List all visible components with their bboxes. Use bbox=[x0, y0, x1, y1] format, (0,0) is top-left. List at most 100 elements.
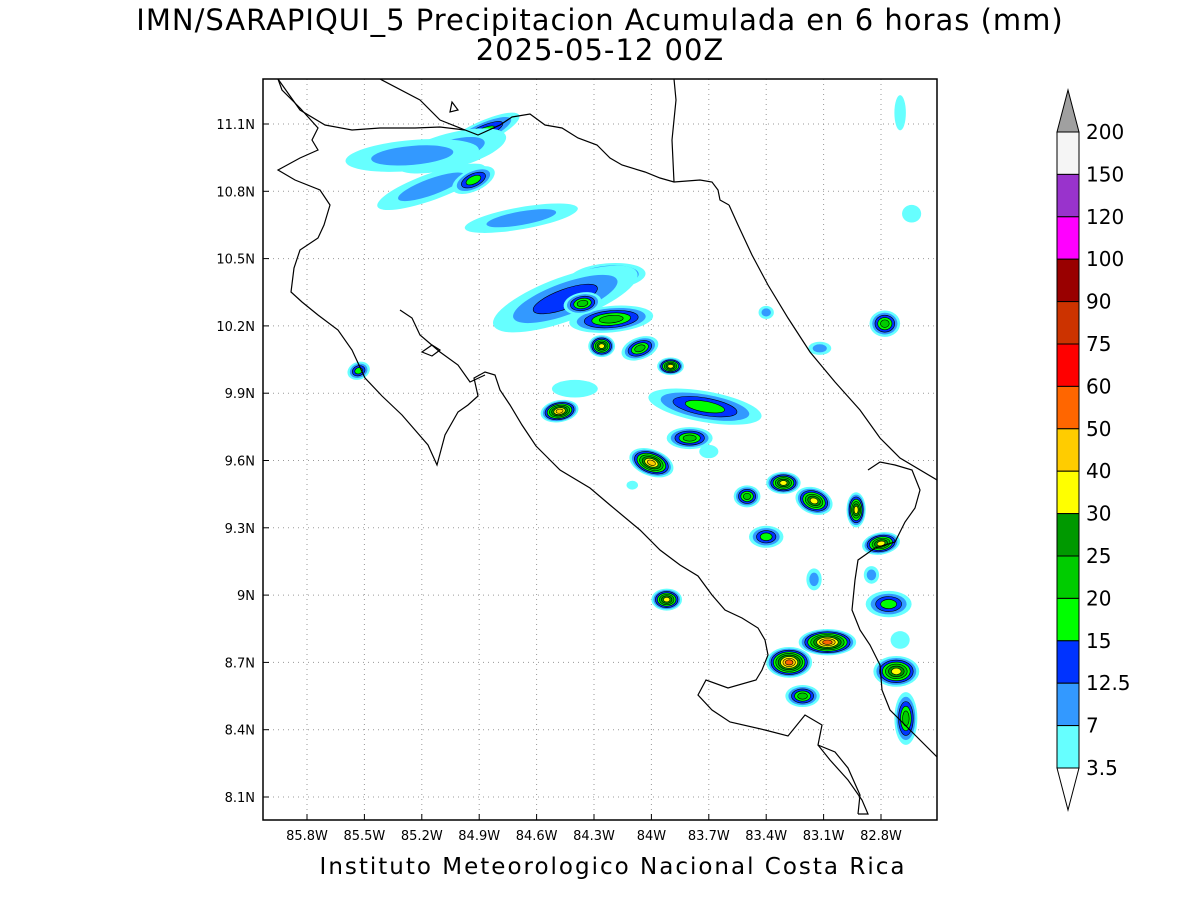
precip-cell bbox=[785, 685, 820, 708]
precip-cell bbox=[588, 335, 616, 358]
colorbar-swatch bbox=[1056, 470, 1080, 515]
colorbar-swatch bbox=[1056, 428, 1080, 472]
precip-cell bbox=[651, 588, 683, 611]
nicaragua-caribbean-coast bbox=[671, 79, 677, 183]
precip-cell bbox=[890, 631, 910, 649]
colorbar-label: 90 bbox=[1086, 290, 1111, 314]
colorbar-swatch bbox=[1056, 682, 1080, 727]
y-tick-label: 10.8N bbox=[216, 185, 255, 200]
nicoya-gulf-inner bbox=[399, 309, 486, 383]
colorbar-label: 200 bbox=[1086, 120, 1124, 144]
precip-contour bbox=[634, 344, 646, 353]
colorbar-label: 25 bbox=[1086, 544, 1111, 568]
precip-cell bbox=[806, 568, 822, 591]
precip-cell bbox=[666, 427, 713, 450]
precip-contour bbox=[761, 308, 771, 317]
colorbar-swatch bbox=[1056, 597, 1080, 642]
precip-cell bbox=[758, 305, 774, 320]
precip-contour bbox=[742, 492, 752, 500]
colorbar-label: 12.5 bbox=[1086, 671, 1131, 695]
precip-contour bbox=[486, 209, 557, 228]
precip-cell bbox=[733, 485, 761, 508]
precip-cell bbox=[345, 138, 479, 172]
precip-cell bbox=[748, 525, 784, 548]
colorbar-label: 30 bbox=[1086, 502, 1111, 526]
precip-contour bbox=[812, 344, 827, 353]
colorbar-label: 120 bbox=[1086, 205, 1124, 229]
x-tick-label: 84.6W bbox=[516, 829, 558, 844]
colorbar-swatch bbox=[1056, 513, 1080, 557]
y-tick-label: 11.1N bbox=[216, 118, 255, 133]
precip-cell bbox=[657, 357, 684, 376]
colorbar-swatch bbox=[1056, 343, 1080, 387]
precip-contour bbox=[646, 459, 656, 466]
precip-contour bbox=[891, 667, 902, 675]
y-tick-label: 9.9N bbox=[225, 387, 255, 402]
precip-contour bbox=[880, 319, 890, 328]
colorbar-label: 60 bbox=[1086, 374, 1111, 398]
precip-contour bbox=[902, 204, 922, 223]
colorbar-swatch bbox=[1056, 131, 1080, 175]
precip-contour bbox=[598, 343, 605, 349]
x-tick-label: 83.7W bbox=[688, 829, 730, 844]
colorbar: 3.5 7 12.5 15 20 25 30 40 50 60 75 90 100 120 150 200 bbox=[1056, 88, 1131, 812]
precip-cell bbox=[808, 341, 832, 355]
colorbar-extend-high bbox=[1056, 88, 1080, 133]
y-tick-label: 9N bbox=[237, 589, 255, 604]
y-tick-label: 8.1N bbox=[225, 791, 255, 806]
colorbar-swatch bbox=[1056, 725, 1080, 769]
y-tick-label: 8.7N bbox=[225, 656, 255, 671]
map-frame bbox=[262, 78, 938, 821]
precip-contour bbox=[626, 480, 639, 490]
precip-cell bbox=[865, 590, 912, 618]
precip-cell bbox=[626, 480, 639, 490]
gulf-island bbox=[420, 344, 442, 357]
precip-cell bbox=[648, 388, 762, 425]
precip-cell bbox=[452, 166, 495, 194]
precip-contour bbox=[853, 505, 859, 514]
colorbar-label: 150 bbox=[1086, 162, 1124, 186]
x-tick-label: 84W bbox=[637, 829, 667, 844]
precip-contour bbox=[785, 659, 794, 666]
precip-contour bbox=[682, 434, 697, 442]
x-tick-label: 85.8W bbox=[286, 829, 328, 844]
colorbar-swatch bbox=[1056, 640, 1080, 684]
colorbar-label: 100 bbox=[1086, 247, 1124, 271]
map-title: IMN/SARAPIQUI_5 Precipitacion Acumulada … bbox=[136, 3, 1064, 37]
bay-lagoon bbox=[449, 100, 460, 113]
nicaragua-border bbox=[277, 79, 730, 206]
precip-cell bbox=[621, 336, 659, 361]
x-tick-label: 85.5W bbox=[343, 829, 385, 844]
precip-contour bbox=[551, 379, 598, 398]
precip-contour bbox=[465, 174, 482, 186]
precip-contour bbox=[797, 692, 808, 700]
map-datetime: 2025-05-12 00Z bbox=[475, 33, 725, 67]
colorbar-swatch bbox=[1056, 258, 1080, 303]
precip-cell bbox=[464, 203, 578, 233]
precip-cell bbox=[540, 399, 579, 423]
burica-peninsula bbox=[817, 744, 869, 815]
institution-footer: Instituto Meteorologico Nacional Costa R… bbox=[319, 854, 907, 880]
precipitation-field bbox=[345, 95, 922, 745]
precip-contour bbox=[598, 314, 624, 324]
precip-contour bbox=[822, 639, 833, 645]
x-tick-label: 84.9W bbox=[458, 829, 500, 844]
precip-contour bbox=[779, 480, 788, 486]
colorbar-swatch bbox=[1056, 385, 1080, 430]
x-tick-label: 82.8W bbox=[860, 829, 902, 844]
colorbar-swatch bbox=[1056, 173, 1080, 218]
precip-cell bbox=[798, 629, 857, 656]
x-tick-label: 83.1W bbox=[803, 829, 845, 844]
precip-contour bbox=[667, 364, 674, 369]
precip-contour bbox=[699, 444, 719, 459]
precip-contour bbox=[894, 95, 906, 131]
y-tick-label: 9.6N bbox=[225, 455, 255, 470]
y-tick-label: 10.5N bbox=[216, 253, 255, 268]
coastlines bbox=[276, 79, 937, 815]
precip-contour bbox=[866, 569, 877, 581]
colorbar-label: 50 bbox=[1086, 417, 1111, 441]
axis-ticks: 85.8W 85.5W 85.2W 84.9W 84.6W 84.3W 84W 83.7W 83… bbox=[216, 118, 902, 844]
colorbar-label: 7 bbox=[1086, 714, 1099, 738]
precip-cell bbox=[862, 532, 900, 555]
